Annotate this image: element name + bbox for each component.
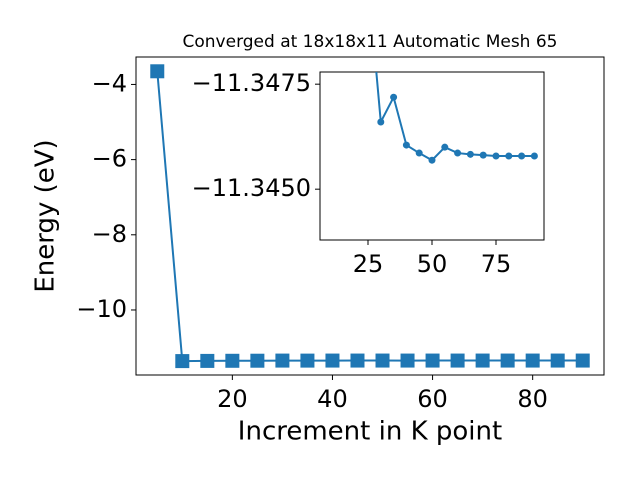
- marker: [500, 353, 515, 368]
- chart-title: Converged at 18x18x11 Automatic Mesh 65: [183, 32, 558, 52]
- x-tick-label: 60: [417, 385, 448, 413]
- y-tick-label: −8: [92, 220, 127, 248]
- x-axis-label: Increment in K point: [238, 417, 502, 447]
- marker: [475, 353, 490, 368]
- marker: [377, 118, 385, 126]
- marker: [400, 353, 415, 368]
- marker: [425, 353, 440, 368]
- marker: [550, 353, 565, 368]
- plot-content: [375, 72, 538, 164]
- marker: [200, 353, 215, 368]
- marker: [575, 353, 590, 368]
- y-tick-label: −6: [92, 145, 127, 173]
- x-tick-label: 40: [317, 385, 348, 413]
- marker: [505, 152, 513, 160]
- marker: [150, 64, 165, 79]
- y-tick-label: −11.3475: [192, 69, 311, 97]
- x-tick-label: 50: [417, 250, 448, 278]
- marker: [428, 156, 436, 164]
- marker: [530, 152, 538, 160]
- marker: [390, 93, 398, 101]
- marker: [250, 353, 265, 368]
- y-tick-label: −4: [92, 69, 127, 97]
- marker: [415, 149, 423, 157]
- y-axis-label: Energy (eV): [31, 139, 61, 292]
- marker: [300, 353, 315, 368]
- marker: [450, 353, 465, 368]
- marker: [441, 143, 449, 151]
- x-tick-label: 25: [353, 250, 384, 278]
- plot-content: [150, 64, 590, 369]
- marker: [225, 353, 240, 368]
- marker: [275, 353, 290, 368]
- x-tick-label: 80: [517, 385, 548, 413]
- y-tick-label: −10: [76, 295, 127, 323]
- x-tick-label: 20: [217, 385, 248, 413]
- x-tick-label: 75: [481, 250, 512, 278]
- marker: [492, 152, 500, 160]
- marker: [375, 353, 390, 368]
- marker: [525, 353, 540, 368]
- marker: [454, 149, 462, 157]
- marker: [350, 353, 365, 368]
- y-tick-label: −11.3450: [192, 174, 311, 202]
- marker: [518, 152, 526, 160]
- marker: [466, 150, 474, 158]
- marker: [402, 141, 410, 149]
- marker: [479, 151, 487, 159]
- marker: [175, 354, 190, 369]
- marker: [325, 353, 340, 368]
